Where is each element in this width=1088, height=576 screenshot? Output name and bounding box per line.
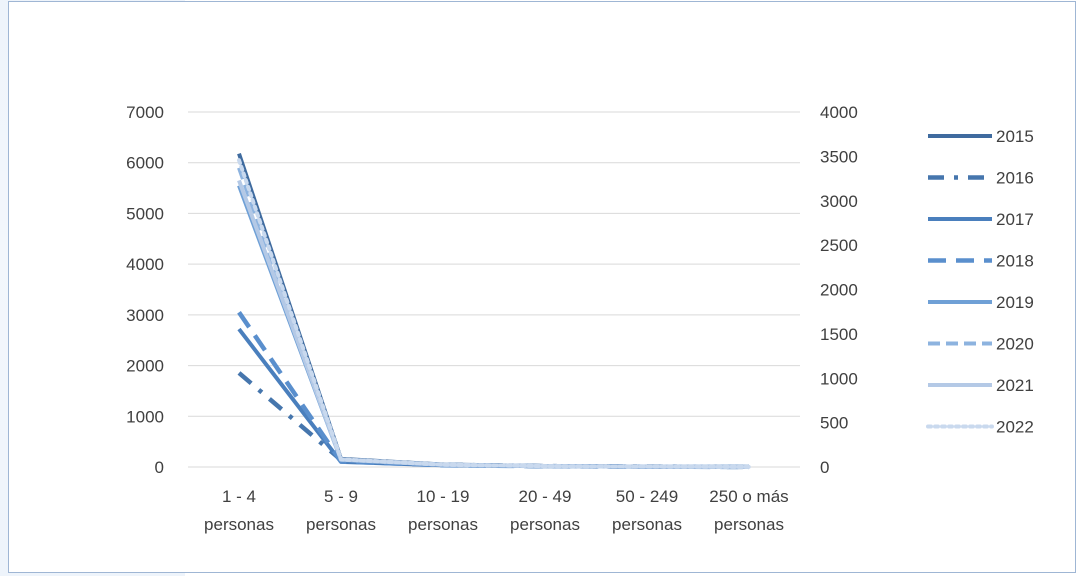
legend-label: 2019: [996, 293, 1034, 312]
y-left-tick-label: 4000: [126, 255, 164, 274]
series-line-2022: [237, 158, 751, 469]
y-left-tick-label: 1000: [126, 407, 164, 426]
legend-item-2019: 2019: [928, 293, 1034, 312]
series-line-2015: [237, 152, 750, 469]
x-tick-label: personas: [408, 515, 478, 534]
legend-item-2015: 2015: [928, 127, 1034, 146]
legend-label: 2020: [996, 335, 1034, 354]
legend-label: 2017: [996, 210, 1034, 229]
series-line-2021: [237, 179, 750, 469]
x-tick-label: personas: [612, 515, 682, 534]
y-left-tick-label: 6000: [126, 154, 164, 173]
series-line-2019: [237, 184, 750, 469]
legend-item-2021: 2021: [928, 376, 1034, 395]
x-tick-label: personas: [714, 515, 784, 534]
y-axis-left: 0 1000 2000 3000 4000 5000 6000 7000: [126, 103, 164, 477]
y-right-tick-label: 4000: [820, 103, 858, 122]
y-left-tick-label: 7000: [126, 103, 164, 122]
legend-label: 2018: [996, 252, 1034, 271]
y-right-tick-label: 1500: [820, 325, 858, 344]
legend-item-2020: 2020: [928, 335, 1034, 354]
x-tick-label: 10 - 19: [417, 487, 470, 506]
y-left-tick-label: 5000: [126, 204, 164, 223]
x-tick-label: 5 - 9: [324, 487, 358, 506]
legend-label: 2016: [996, 169, 1034, 188]
legend-item-2016: 2016: [928, 169, 1034, 188]
legend-item-2017: 2017: [928, 210, 1034, 229]
x-tick-label: 250 o más: [709, 487, 788, 506]
x-tick-label: personas: [306, 515, 376, 534]
legend: 2015 2016 2017 2018 2019 2020 2021 2022: [926, 127, 1034, 437]
legend-label: 2021: [996, 376, 1034, 395]
y-right-tick-label: 3000: [820, 192, 858, 211]
legend-label: 2022: [996, 418, 1034, 437]
y-left-tick-label: 0: [155, 458, 164, 477]
x-axis: 1 - 4 personas 5 - 9 personas 10 - 19 persona…: [188, 466, 800, 534]
series-lines: [237, 152, 751, 470]
series-line-2020: [237, 167, 750, 469]
chart-frame: [8, 1, 1076, 573]
series-line-2017: [237, 327, 750, 469]
legend-label: 2015: [996, 127, 1034, 146]
y-left-tick-label: 3000: [126, 306, 164, 325]
y-right-tick-label: 1000: [820, 369, 858, 388]
x-tick-label: 1 - 4: [222, 487, 256, 506]
x-tick-label: 50 - 249: [616, 487, 678, 506]
legend-item-2022: 2022: [926, 418, 1034, 437]
y-right-tick-label: 2000: [820, 281, 858, 300]
y-right-tick-label: 500: [820, 414, 848, 433]
series-line-2018: [237, 311, 750, 470]
y-left-tick-label: 2000: [126, 357, 164, 376]
y-right-tick-label: 3500: [820, 147, 858, 166]
x-tick-label: personas: [204, 515, 274, 534]
y-right-tick-label: 2500: [820, 236, 858, 255]
legend-item-2018: 2018: [928, 252, 1034, 271]
y-right-tick-label: 0: [820, 458, 829, 477]
y-axis-right: 0 500 1000 1500 2000 2500 3000 3500 4000: [820, 103, 858, 477]
x-tick-label: 20 - 49: [519, 487, 572, 506]
x-tick-label: personas: [510, 515, 580, 534]
